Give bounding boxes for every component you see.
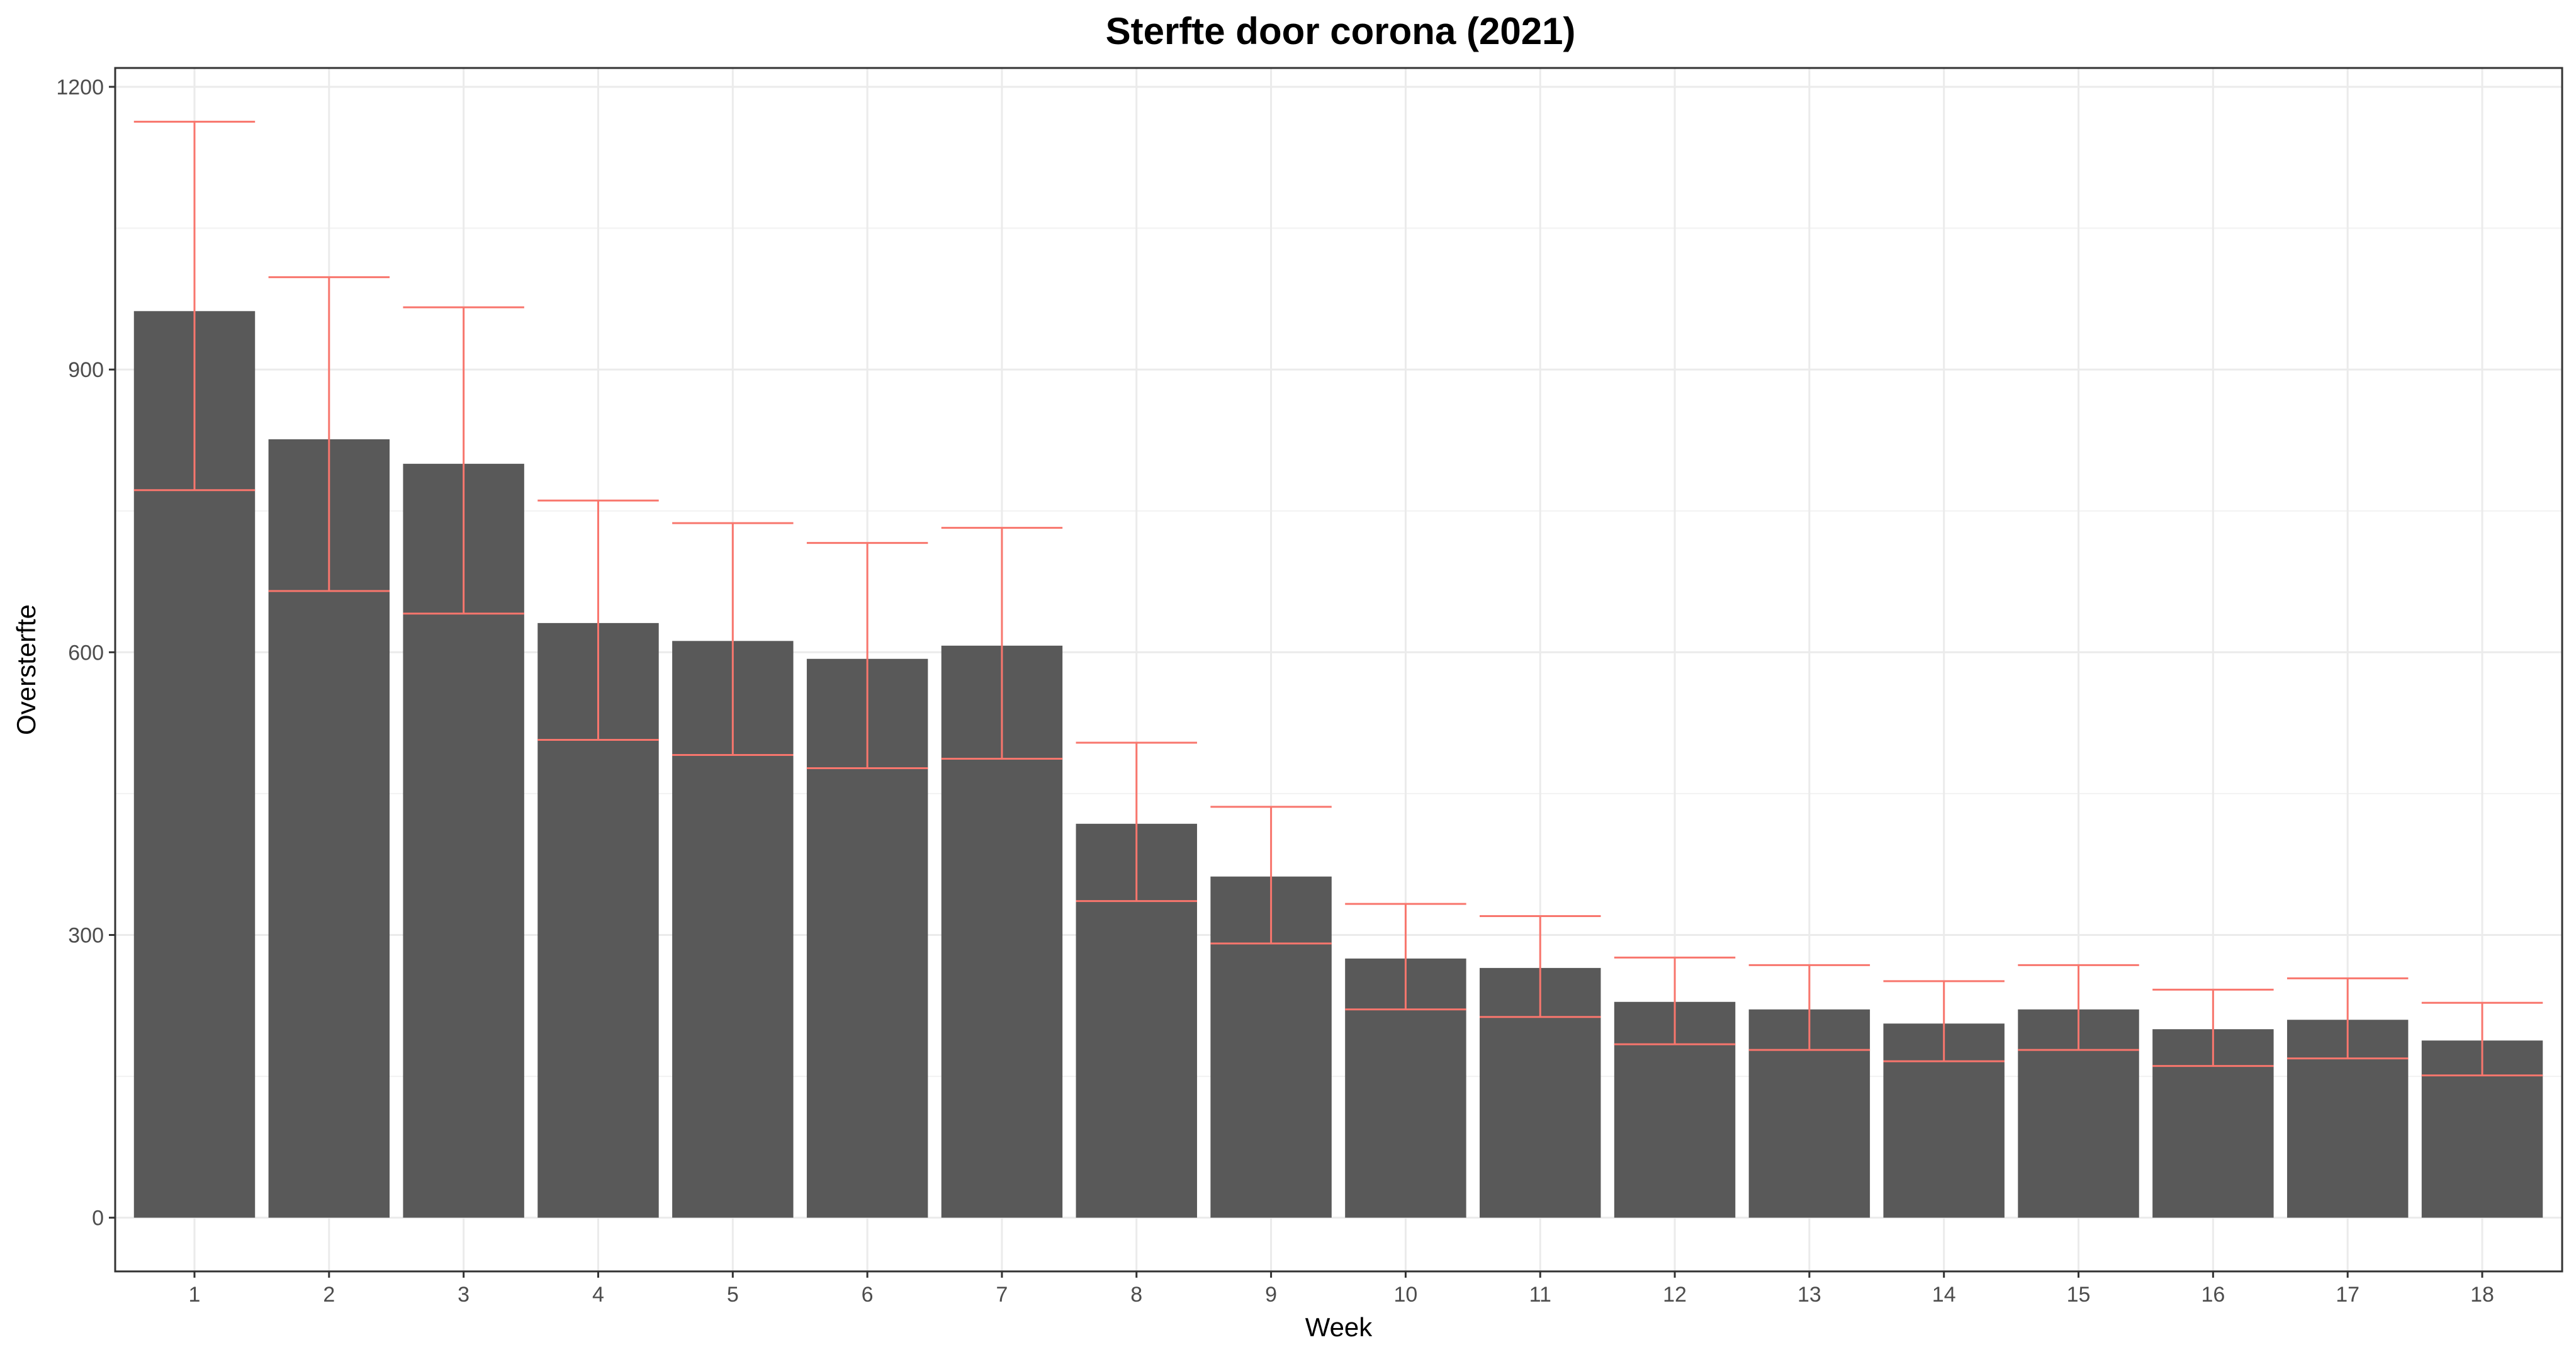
y-tick-label: 900 — [68, 358, 104, 382]
y-tick-label: 1200 — [56, 76, 104, 99]
x-tick-label: 5 — [727, 1283, 739, 1307]
errorbar-week-10 — [1345, 903, 1466, 1011]
errorbar-week-4 — [537, 499, 659, 741]
x-tick-label: 13 — [1797, 1283, 1821, 1307]
errorbar-week-8 — [1076, 741, 1197, 903]
y-axis: 0 300 600 900 1200 — [56, 76, 115, 1230]
x-tick-label: 17 — [2336, 1283, 2359, 1307]
y-tick-label: 600 — [68, 641, 104, 665]
errorbar-week-3 — [403, 306, 524, 615]
plot-panel-border — [114, 67, 2563, 1273]
chart-title: Sterfte door corona (2021) — [1106, 10, 1576, 52]
errorbar-week-11 — [1480, 915, 1601, 1018]
errorbar-week-12 — [1614, 956, 1736, 1045]
x-tick-label: 8 — [1130, 1283, 1142, 1307]
errorbar-week-17 — [2286, 977, 2409, 1060]
errorbar-week-18 — [2421, 1001, 2543, 1077]
x-tick-label: 6 — [862, 1283, 874, 1307]
x-tick-label: 12 — [1663, 1283, 1687, 1307]
errorbar-week-13 — [1748, 964, 1870, 1051]
x-axis-title: Week — [1305, 1312, 1373, 1342]
x-tick-label: 3 — [458, 1283, 470, 1307]
errorbar-week-16 — [2152, 988, 2274, 1067]
x-tick-label: 14 — [1932, 1283, 1956, 1307]
x-tick-label: 4 — [592, 1283, 604, 1307]
x-tick-label: 1 — [189, 1283, 201, 1307]
errorbar-week-15 — [2018, 964, 2139, 1051]
errorbar-week-6 — [806, 542, 928, 769]
x-tick-label: 2 — [323, 1283, 335, 1307]
x-tick-label: 15 — [2067, 1283, 2091, 1307]
y-tick-label: 300 — [68, 923, 104, 947]
errorbar-week-9 — [1210, 806, 1332, 945]
error-bars — [133, 120, 2543, 1077]
x-tick-label: 18 — [2470, 1283, 2494, 1307]
x-axis: 1 2 3 4 5 6 7 8 9 10 11 12 13 14 15 16 17 18 — [189, 1271, 2494, 1307]
x-tick-label: 10 — [1393, 1283, 1417, 1307]
errorbar-week-14 — [1883, 980, 2005, 1062]
x-tick-label: 16 — [2201, 1283, 2225, 1307]
y-tick-label: 0 — [92, 1207, 104, 1230]
bars — [133, 311, 2543, 1218]
x-tick-label: 9 — [1265, 1283, 1277, 1307]
y-axis-title: Oversterfte — [11, 604, 41, 735]
x-tick-label: 7 — [996, 1283, 1008, 1307]
errorbar-week-7 — [941, 527, 1063, 760]
errorbar-week-5 — [672, 522, 794, 757]
x-tick-label: 11 — [1529, 1283, 1551, 1307]
errorbar-week-1 — [133, 120, 256, 492]
errorbar-week-2 — [268, 276, 390, 592]
